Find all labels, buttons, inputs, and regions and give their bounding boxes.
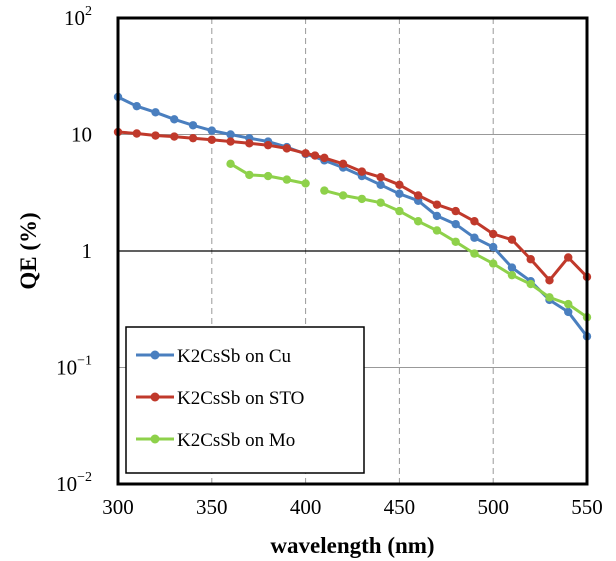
legend-item: K2CsSb on Mo [136, 430, 295, 451]
y-axis-title: QE (%) [16, 212, 41, 289]
data-point [301, 149, 310, 158]
data-point [507, 235, 517, 244]
data-point [188, 133, 198, 143]
data-point [564, 299, 573, 309]
data-point [432, 211, 442, 221]
data-point [507, 270, 517, 280]
tick-labels: 300 350 400 450 500 550 10−2 10−1 1 10 102 [56, 4, 603, 519]
legend-item: K2CsSb on Cu [136, 346, 292, 367]
data-point [376, 180, 385, 190]
data-point [170, 115, 179, 124]
data-point [263, 171, 273, 181]
data-point [470, 233, 479, 242]
series-1 [113, 92, 592, 341]
series-2 [113, 127, 592, 285]
x-tick-label: 500 [477, 495, 509, 519]
data-point [545, 293, 554, 302]
data-point [207, 135, 216, 145]
data-point [170, 132, 179, 141]
data-point [188, 121, 198, 130]
data-point [320, 186, 329, 195]
data-point [470, 249, 479, 258]
series-3 [226, 159, 592, 322]
data-point [320, 153, 329, 163]
data-point [526, 279, 535, 289]
data-point [376, 198, 385, 207]
data-point [451, 219, 460, 229]
legend: K2CsSb on Cu K2CsSb on STO K2CsSb on Mo [125, 326, 365, 474]
legend-label: K2CsSb on STO [177, 388, 304, 409]
data-point [564, 253, 573, 262]
data-point [282, 144, 292, 153]
data-point [245, 170, 254, 180]
data-point [226, 137, 235, 146]
data-point [489, 242, 498, 252]
x-axis-title: wavelength (nm) [270, 533, 434, 558]
data-point [395, 189, 404, 198]
legend-item: K2CsSb on STO [136, 388, 304, 409]
legend-label: K2CsSb on Cu [177, 346, 292, 367]
y-tick-label: 10−2 [56, 470, 92, 496]
data-point [226, 130, 235, 139]
data-point [376, 173, 385, 182]
data-point [207, 126, 216, 135]
x-tick-label: 300 [102, 495, 134, 519]
series-layer [113, 92, 592, 341]
y-tick-label: 1 [82, 239, 93, 263]
plot-frame [116, 16, 589, 486]
y-tick-label: 102 [64, 4, 92, 30]
data-point [395, 206, 404, 216]
data-point [507, 263, 517, 272]
x-tick-label: 400 [290, 495, 322, 519]
y-tick-label: 10 [71, 123, 92, 147]
data-point [489, 229, 498, 239]
legend-swatch-marker [150, 392, 160, 402]
x-tick-label: 550 [571, 495, 603, 519]
data-point [132, 129, 141, 138]
data-point [413, 217, 423, 226]
data-point [526, 255, 535, 264]
data-point [413, 191, 423, 200]
data-point [338, 191, 348, 200]
data-point [432, 226, 442, 235]
data-point [226, 159, 235, 169]
series-line [117, 95, 589, 338]
y-tick-label: 10−1 [56, 354, 92, 380]
data-point [545, 276, 554, 285]
data-point [564, 307, 573, 317]
data-point [132, 101, 141, 111]
data-point [310, 151, 320, 160]
x-tick-label: 450 [384, 495, 416, 519]
data-point [301, 179, 310, 188]
data-point [489, 259, 498, 268]
legend-swatch-marker [150, 350, 160, 360]
data-point [395, 180, 404, 190]
legend-box [125, 326, 365, 474]
data-point [470, 217, 479, 226]
data-point [263, 140, 273, 150]
data-point [338, 159, 348, 169]
series-line [117, 130, 589, 282]
data-point [151, 131, 160, 140]
data-point [151, 108, 160, 117]
data-point [357, 194, 367, 204]
legend-label: K2CsSb on Mo [177, 430, 295, 451]
data-point [432, 200, 442, 209]
data-point [357, 167, 367, 176]
data-point [282, 175, 292, 184]
data-point [451, 237, 460, 246]
x-tick-label: 350 [196, 495, 228, 519]
data-point [245, 139, 254, 148]
legend-swatch-marker [150, 434, 160, 444]
data-point [451, 206, 460, 216]
